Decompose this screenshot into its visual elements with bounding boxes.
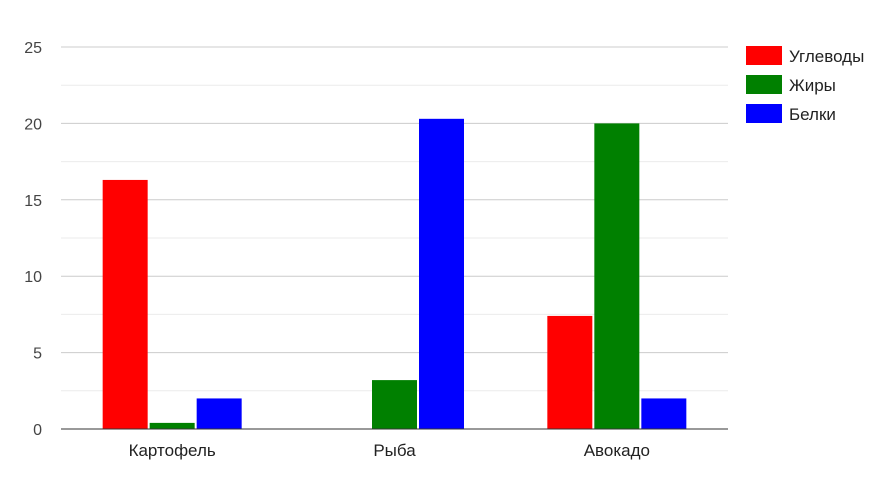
legend: Углеводы Жиры Белки [746,46,864,124]
bars [102,118,687,430]
bar-0-1 [149,422,195,429]
legend-swatch [746,104,782,123]
x-axis-categories: Картофель Рыба Авокадо [129,441,650,460]
y-tick-label: 5 [33,346,42,363]
y-tick-label: 15 [24,193,42,210]
bar-1-1 [372,380,417,429]
legend-swatch [746,75,782,94]
y-tick-label: 0 [33,422,42,439]
bar-0-0 [102,179,148,429]
bar-0-2 [196,398,242,429]
legend-label: Жиры [789,76,836,95]
x-category-label: Рыба [373,441,416,460]
gridlines [61,46,728,392]
legend-swatch [746,46,782,65]
y-axis-ticks: 0 5 10 15 20 25 [24,40,42,439]
bar-1-2 [419,118,464,429]
bar-2-2 [641,398,687,429]
y-tick-label: 20 [24,116,42,133]
x-category-label: Авокадо [584,441,650,460]
x-category-label: Картофель [129,441,216,460]
bar-2-1 [594,123,640,430]
y-tick-label: 10 [24,269,42,286]
legend-label: Белки [789,105,836,124]
y-tick-label: 25 [24,40,42,57]
bar-2-0 [547,315,593,429]
legend-label: Углеводы [789,47,864,66]
